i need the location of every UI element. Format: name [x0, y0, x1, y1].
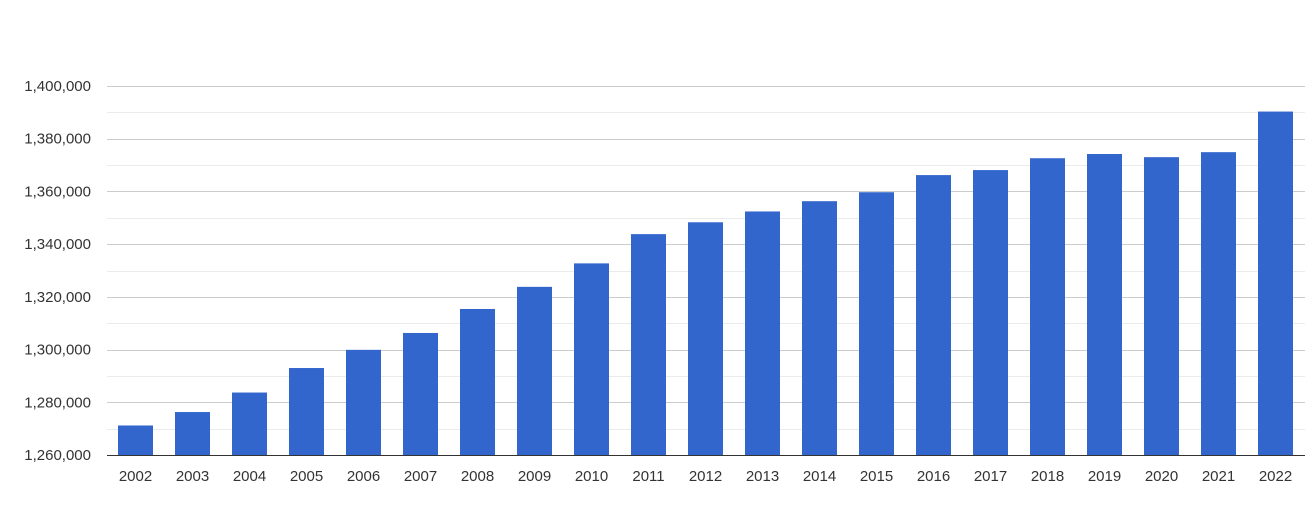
x-axis-tick-labels: 2002 2003 2004 2005 2006 2007 2008 2009 2010 2011… [119, 468, 1292, 485]
x-tick-label: 2012 [689, 468, 722, 485]
x-tick-label: 2019 [1088, 468, 1121, 485]
bar-2021[interactable] [1201, 152, 1236, 455]
x-tick-label: 2005 [290, 468, 323, 485]
x-tick-label: 2013 [746, 468, 779, 485]
x-tick-label: 2011 [632, 468, 664, 485]
x-tick-label: 2006 [347, 468, 380, 485]
bar-2003[interactable] [175, 412, 210, 455]
bar-2006[interactable] [346, 349, 381, 455]
y-tick-label: 1,300,000 [24, 342, 91, 359]
bar-2019[interactable] [1087, 154, 1122, 455]
y-tick-label: 1,360,000 [24, 183, 91, 200]
bar-2012[interactable] [688, 222, 723, 455]
y-tick-label: 1,340,000 [24, 236, 91, 253]
x-tick-label: 2010 [575, 468, 608, 485]
bar-2008[interactable] [460, 308, 495, 455]
bar-2011[interactable] [631, 234, 666, 455]
bar-2018[interactable] [1030, 158, 1065, 455]
bar-2009[interactable] [517, 286, 552, 455]
bar-2002[interactable] [118, 425, 153, 455]
bar-2014[interactable] [802, 201, 837, 455]
x-tick-label: 2016 [917, 468, 950, 485]
bar-2015[interactable] [859, 192, 894, 455]
bars [118, 111, 1293, 455]
y-tick-label: 1,280,000 [24, 394, 91, 411]
bar-2004[interactable] [232, 392, 267, 455]
x-tick-label: 2014 [803, 468, 836, 485]
x-tick-label: 2018 [1031, 468, 1064, 485]
x-tick-label: 2009 [518, 468, 551, 485]
x-tick-label: 2007 [404, 468, 437, 485]
bar-2020[interactable] [1144, 157, 1179, 455]
x-tick-label: 2008 [461, 468, 494, 485]
bar-2013[interactable] [745, 211, 780, 455]
bar-2017[interactable] [973, 170, 1008, 455]
x-tick-label: 2003 [176, 468, 209, 485]
bar-2016[interactable] [916, 175, 951, 455]
bar-2022[interactable] [1258, 111, 1293, 455]
y-tick-label: 1,380,000 [24, 131, 91, 148]
x-tick-label: 2002 [119, 468, 152, 485]
x-tick-label: 2020 [1145, 468, 1178, 485]
y-tick-label: 1,400,000 [24, 78, 91, 95]
bar-2010[interactable] [574, 263, 609, 455]
x-tick-label: 2022 [1259, 468, 1292, 485]
x-tick-label: 2021 [1202, 468, 1235, 485]
bar-2005[interactable] [289, 368, 324, 455]
bar-2007[interactable] [403, 332, 438, 455]
y-axis-tick-labels: 1,260,000 1,280,000 1,300,000 1,320,000 1,34… [24, 78, 91, 464]
x-tick-label: 2015 [860, 468, 893, 485]
y-tick-label: 1,320,000 [24, 289, 91, 306]
x-tick-label: 2017 [974, 468, 1007, 485]
x-tick-label: 2004 [233, 468, 266, 485]
y-tick-label: 1,260,000 [24, 447, 91, 464]
